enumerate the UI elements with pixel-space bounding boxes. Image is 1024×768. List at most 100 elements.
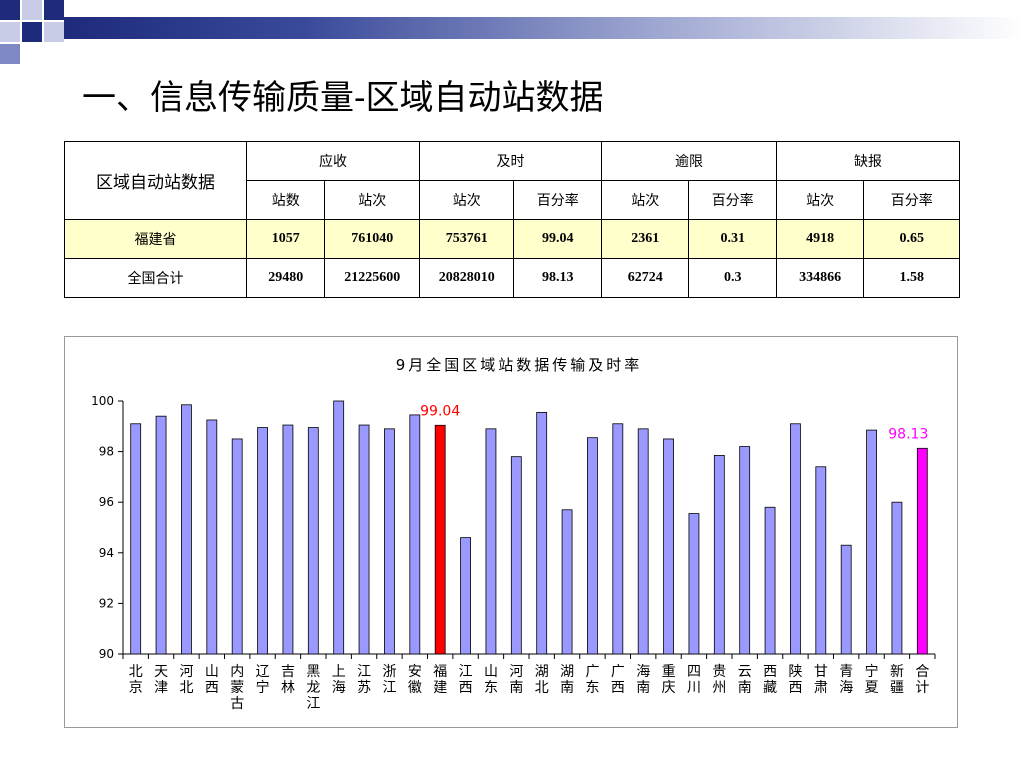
- x-tick-label: 浙: [382, 664, 396, 680]
- bar-chart: 9月全国区域站数据传输及时率9092949698100北京天津河北山西内蒙古辽宁…: [91, 356, 936, 712]
- x-tick-label: 陕: [788, 664, 802, 680]
- bar: [181, 404, 192, 655]
- table-cell: 62724: [600, 258, 690, 298]
- bar: [790, 423, 801, 655]
- x-tick-label: 徽: [408, 680, 422, 696]
- table-cell: 1.58: [863, 258, 960, 298]
- bar: [434, 424, 446, 655]
- deco-square: [22, 22, 42, 42]
- bar: [358, 424, 370, 655]
- table-cell: 334866: [775, 258, 865, 298]
- x-tick-label: 北: [535, 680, 549, 696]
- x-tick-label: 南: [636, 680, 650, 696]
- x-tick-label: 青: [839, 664, 853, 680]
- bar: [409, 414, 421, 655]
- bar: [231, 438, 243, 655]
- bar: [333, 400, 345, 655]
- x-tick-label: 山: [205, 664, 219, 680]
- bar: [866, 429, 877, 655]
- x-tick-label: 南: [560, 680, 574, 696]
- x-tick-label: 福: [433, 664, 447, 680]
- row-label: 福建省: [63, 219, 248, 259]
- x-tick-label: 江: [459, 664, 473, 680]
- row-label: 全国合计: [63, 258, 248, 298]
- table-corner-label: 区域自动站数据: [63, 141, 248, 220]
- bar: [460, 537, 471, 655]
- x-tick-label: 云: [738, 664, 752, 680]
- bar: [612, 423, 624, 655]
- x-tick-label: 计: [915, 680, 929, 696]
- sub-header: 百分率: [863, 180, 960, 220]
- bar: [561, 509, 573, 655]
- x-tick-label: 津: [154, 680, 168, 696]
- bar: [130, 423, 142, 655]
- table-cell: 0.3: [688, 258, 777, 298]
- x-tick-label: 河: [509, 664, 523, 680]
- bar: [155, 415, 167, 655]
- x-tick-label: 南: [738, 680, 752, 696]
- x-tick-label: 合: [915, 664, 929, 680]
- x-tick-label: 龙: [306, 680, 320, 696]
- y-tick-label: 96: [99, 495, 114, 509]
- x-tick-label: 建: [433, 680, 447, 696]
- x-tick-label: 苏: [357, 680, 371, 696]
- bar: [663, 438, 674, 655]
- x-tick-label: 西: [459, 680, 473, 696]
- bar: [384, 428, 395, 655]
- bar: [891, 501, 903, 655]
- bar: [282, 424, 294, 655]
- y-tick-label: 100: [91, 394, 114, 408]
- bar: [713, 454, 725, 655]
- deco-square: [0, 22, 20, 42]
- table-cell: 761040: [324, 219, 420, 259]
- table-cell: 20828010: [418, 258, 515, 298]
- x-tick-label: 北: [129, 664, 143, 680]
- x-tick-label: 黑: [306, 664, 320, 680]
- chart-title: 9月全国区域站数据传输及时率: [396, 356, 643, 374]
- x-tick-label: 江: [382, 680, 396, 696]
- bar: [257, 427, 268, 655]
- bar: [840, 544, 852, 655]
- x-tick-label: 夏: [865, 680, 879, 696]
- x-tick-label: 湖: [560, 664, 574, 680]
- sub-header: 站数: [246, 180, 326, 220]
- sub-header: 百分率: [513, 180, 602, 220]
- chart-container: 9月全国区域站数据传输及时率 90 92 94 96 98 100 北京天津河北山西内蒙古辽宁…: [64, 336, 958, 728]
- x-tick-label: 山: [484, 664, 498, 680]
- deco-square: [0, 0, 20, 20]
- x-tick-label: 西: [205, 680, 219, 696]
- x-tick-label: 安: [408, 664, 422, 680]
- x-tick-label: 内: [230, 664, 244, 680]
- x-tick-label: 宁: [865, 663, 879, 680]
- x-tick-label: 西: [611, 680, 625, 696]
- x-tick-label: 上: [332, 664, 346, 680]
- x-tick-label: 藏: [763, 680, 777, 696]
- x-tick-label: 辽: [256, 664, 270, 680]
- x-tick-label: 西: [763, 664, 777, 680]
- table-row: 福建省 1057 761040 753761 99.04 2361 0.31 4…: [63, 219, 960, 259]
- bar: [307, 427, 319, 655]
- x-tick-label: 江: [357, 664, 371, 680]
- x-tick-label: 新: [890, 664, 904, 680]
- data-label: 98.13: [888, 426, 928, 442]
- bar: [587, 437, 598, 655]
- x-tick-label: 宁: [256, 679, 270, 696]
- bar: [764, 506, 776, 655]
- header-gradient-bar: [64, 17, 1024, 39]
- table-cell: 4918: [775, 219, 865, 259]
- table-cell: 2361: [600, 219, 690, 259]
- y-tick-label: 98: [99, 445, 114, 459]
- data-table: 区域自动站数据 应收 及时 逾限 缺报 站数 站次 站次 百分率 站次 百分率 …: [63, 141, 961, 298]
- x-tick-label: 贵: [712, 664, 726, 680]
- x-tick-label: 天: [154, 664, 168, 680]
- sub-header: 站次: [324, 180, 420, 220]
- deco-square: [44, 22, 64, 42]
- sub-header: 站次: [600, 180, 690, 220]
- x-tick-label: 林: [281, 680, 295, 696]
- x-tick-label: 川: [687, 680, 701, 696]
- bar: [739, 446, 751, 655]
- bar: [637, 428, 649, 655]
- x-tick-label: 广: [585, 664, 599, 680]
- table-cell: 29480: [246, 258, 326, 298]
- x-tick-label: 蒙: [230, 680, 244, 696]
